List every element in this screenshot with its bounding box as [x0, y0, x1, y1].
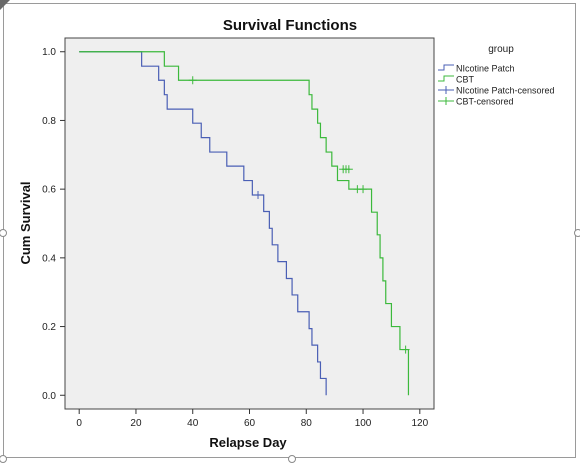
legend-label: NIcotine Patch — [456, 64, 515, 74]
corner-marker-icon — [0, 0, 10, 10]
legend-step-icon — [438, 75, 454, 82]
x-tick-label: 80 — [301, 418, 313, 429]
x-tick-label: 0 — [76, 418, 82, 429]
y-tick-label: 0.4 — [42, 253, 56, 264]
chart-title: Survival Functions — [223, 17, 357, 34]
censored-mark — [344, 165, 353, 174]
censored-mark — [188, 76, 197, 85]
x-tick-label: 120 — [411, 418, 428, 429]
plot-area — [64, 37, 435, 410]
x-tick-label: 100 — [355, 418, 372, 429]
y-tick-label: 0.0 — [42, 391, 56, 402]
legend-label: CBT — [456, 75, 475, 85]
survival-curve-cbt — [79, 51, 410, 396]
y-axis-label: Cum Survival — [18, 181, 33, 264]
series-layer — [79, 51, 410, 396]
y-tick-label: 0.8 — [42, 116, 56, 127]
resize-handle-left[interactable] — [0, 229, 7, 237]
x-axis-label: Relapse Day — [209, 435, 287, 450]
x-tick-label: 60 — [244, 418, 256, 429]
censored-mark — [254, 190, 263, 199]
censored-mark — [359, 185, 368, 194]
legend-title: group — [488, 44, 514, 55]
x-tick-label: 40 — [187, 418, 199, 429]
y-tick-label: 1.0 — [42, 47, 56, 58]
legend-entry: NIcotine Patch-censored — [438, 86, 555, 96]
x-tick-label: 20 — [130, 418, 142, 429]
legend-entry: NIcotine Patch — [438, 64, 515, 74]
resize-handle-right[interactable] — [574, 229, 580, 237]
legend-step-icon — [438, 64, 454, 71]
survival-curve-nicotine-patch — [79, 51, 327, 396]
y-tick-label: 0.2 — [42, 322, 56, 333]
censored-mark — [401, 345, 410, 354]
axis-ticks: 0 20 40 60 80 100 120 0.0 0.2 0.4 0.6 0.8 1.0 — [42, 47, 428, 429]
legend-entry: CBT — [438, 75, 475, 85]
y-tick-label: 0.6 — [42, 185, 56, 196]
legend-label: CBT-censored — [456, 97, 514, 107]
legend-label: NIcotine Patch-censored — [456, 86, 555, 96]
legend-entry: CBT-censored — [438, 97, 514, 107]
